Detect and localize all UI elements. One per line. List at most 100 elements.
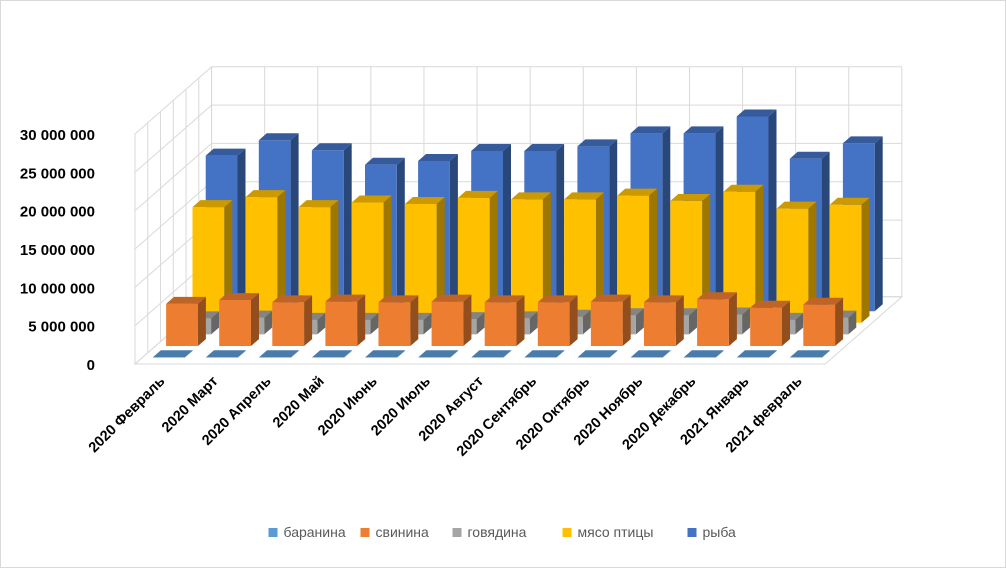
bar-top [829,197,870,205]
bar-side [689,308,697,335]
bar-front [590,301,623,346]
bar [471,350,512,358]
bar-top [471,350,512,358]
bar-top [617,188,658,196]
bar-side [702,194,711,323]
bar-top [723,184,764,192]
bar-side [304,295,313,346]
bar-top [644,295,684,303]
bar-side [742,307,751,335]
bar [564,192,604,323]
bar-front [219,300,251,346]
bar-front [458,197,490,323]
gridline [134,66,902,135]
bar-side [635,308,644,335]
bar-side [476,312,485,335]
bar [152,350,193,358]
bar-side [715,126,724,312]
series-2 [166,292,844,346]
bar-front [166,303,198,346]
legend-label: рыба [703,524,737,540]
bar [617,188,658,323]
legend-item: мясо птицы [562,524,654,540]
bar-top [152,350,193,358]
bar-side [662,350,671,358]
gridline [134,104,902,173]
bar-side [423,312,432,335]
series-1 [152,350,830,358]
bar [312,350,352,358]
bar-top [205,148,246,156]
bar-side [237,350,246,358]
bar-side [821,350,830,358]
bar-top [258,133,299,141]
legend-swatch [687,528,697,537]
bar-top [750,300,790,308]
bar-top [192,200,233,208]
bar-top [790,350,830,358]
bar-top [298,200,339,208]
bar [219,293,259,346]
bar-side [397,350,406,358]
bar-top [736,109,777,117]
bar-side [237,148,246,312]
bar-front [378,302,411,346]
bar-top [245,190,286,198]
legend-label: мясо птицы [578,524,654,540]
bar-side [383,195,392,323]
bar-side [344,350,352,358]
bar-front [644,302,676,346]
bar [351,195,392,323]
bar-top [789,151,830,159]
bar-top [683,126,724,134]
bar [537,295,578,346]
bar-side [861,197,870,323]
bar-top [737,350,777,358]
bar-side [251,293,259,346]
bar-side [874,136,883,312]
bar-side [211,311,220,335]
bar-side [450,350,459,358]
legend-item: говядина [452,524,527,540]
bar-side [357,294,366,346]
bar [670,194,711,323]
bar [697,292,737,346]
bar-top [511,192,551,200]
bar-side [463,294,472,346]
bar-side [795,312,804,335]
bar [644,295,684,346]
bar-side [503,144,511,312]
bar-top [590,294,631,302]
bar-side [848,310,857,335]
bar-side [184,350,193,358]
bar-side [596,192,604,323]
bar [298,200,339,323]
bar [776,201,817,323]
bar-front [670,200,703,323]
bar-side [609,139,618,312]
bar [790,350,830,358]
bar-top [471,144,511,151]
bar-side [821,151,830,312]
bar-top [365,157,405,165]
bar [206,350,246,358]
bar-side [782,300,790,346]
bar-side [516,295,525,346]
bar-side [396,157,405,312]
bar [259,350,299,358]
bar-side [808,201,817,323]
legend-label: баранина [284,524,346,540]
bar-side [556,144,565,312]
bar [192,200,233,323]
y-tick-label: 25 000 000 [20,165,95,182]
y-tick-label: 10 000 000 [20,280,95,297]
bar [829,197,870,323]
y-tick-label: 0 [87,357,95,374]
bar [404,197,445,323]
bar-side [436,197,445,323]
bar-front [776,208,809,323]
bar-front [803,304,836,346]
bar-front [537,302,570,346]
y-tick-label: 15 000 000 [20,242,95,259]
